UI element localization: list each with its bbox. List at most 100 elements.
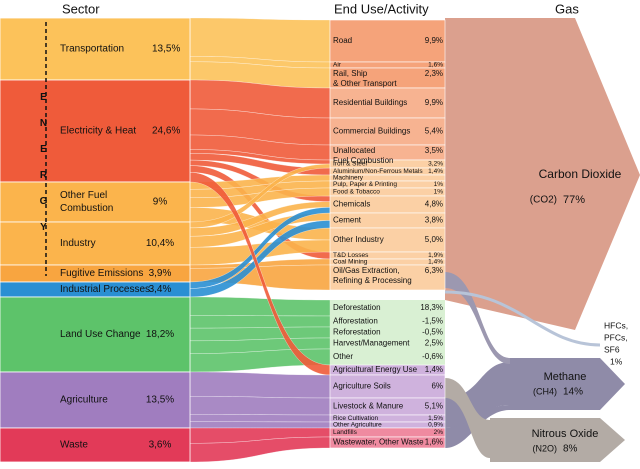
end-use-value: 3,2%	[428, 161, 443, 168]
end-use-value: 1,6%	[425, 438, 443, 447]
end-use-value: 5,4%	[425, 127, 443, 136]
nodes	[0, 17, 446, 463]
fgas-label: PFCs,	[604, 332, 628, 342]
end-use-value: 1,4%	[428, 259, 443, 266]
sector-label: Fugitive Emissions	[60, 268, 143, 279]
end-use-label: Iron & Steel	[333, 161, 368, 168]
end-use-label: Pulp, Paper & Printing	[333, 181, 397, 188]
sector-node	[0, 427, 191, 463]
flow	[189, 396, 331, 416]
sector-label: Agriculture	[60, 395, 108, 406]
gas-name: Nitrous Oxide	[532, 428, 599, 440]
gas-formula: (CO2)	[530, 195, 557, 206]
end-use-label: Food & Tobacco	[333, 189, 380, 196]
labels: Transportation 13,5% Electricity & Heat 24,…	[60, 36, 628, 455]
header-sector: Sector	[62, 1, 100, 16]
header-gas: Gas	[555, 1, 579, 16]
end-use-value: 9,9%	[425, 36, 443, 45]
flow	[189, 17, 331, 63]
end-use-value: 5,1%	[425, 402, 443, 411]
end-use-label: Road	[333, 36, 352, 45]
gas-name: Methane	[544, 371, 587, 383]
sector-value: 18,2%	[146, 329, 174, 340]
end-use-node	[329, 87, 446, 119]
end-use-value: 1%	[434, 189, 444, 196]
end-use-value: 6,3%	[425, 266, 443, 275]
sector-node	[0, 17, 191, 81]
end-use-node	[330, 316, 445, 327]
end-use-label: Deforestation	[333, 303, 381, 312]
n2o-arrow	[490, 418, 625, 462]
end-use-node	[329, 436, 446, 449]
end-use-value: 18,3%	[420, 303, 443, 312]
fgas-label: HFCs,	[604, 320, 628, 330]
end-use-value: -0,6%	[422, 352, 443, 361]
end-use-label: Landfills	[333, 429, 358, 436]
gas-value: 14%	[563, 387, 583, 398]
end-use-label: Reforestation	[333, 328, 381, 337]
end-use-value: 2,5%	[425, 339, 443, 348]
end-use-value: 6%	[431, 382, 443, 391]
end-use-label: Agriculture Soils	[333, 382, 391, 391]
end-use-label: Other Industry	[333, 235, 384, 244]
end-use-value: 2%	[434, 429, 444, 436]
flow	[189, 371, 331, 399]
fgas-value: 1%	[610, 356, 623, 366]
end-use-label: Agricultural Energy Use	[333, 365, 418, 374]
end-use-label: Commercial Buildings	[333, 127, 410, 136]
sector-value: 24,6%	[152, 126, 180, 137]
end-use-node	[330, 349, 445, 365]
end-use-label: Fuel Combustion	[333, 156, 393, 165]
end-use-label: Air	[333, 62, 342, 69]
end-use-node	[329, 117, 446, 146]
end-use-label: Coal Mining	[333, 259, 368, 266]
end-use-label: Rail, Ship	[333, 69, 368, 78]
sector-node	[0, 79, 191, 183]
gas-formula: (CH4)	[533, 386, 557, 396]
end-use-value: 1,4%	[425, 365, 443, 374]
flows	[189, 17, 640, 463]
end-use-label: Refining & Processing	[333, 276, 412, 285]
flow	[189, 296, 331, 317]
end-use-value: 1,9%	[428, 252, 443, 259]
fgas-flow	[444, 290, 601, 347]
gas-formula: (N2O)	[533, 443, 558, 453]
sector-node	[0, 296, 191, 373]
end-use-label: Rice Cultivation	[333, 415, 379, 422]
end-use-node	[329, 19, 446, 63]
flow	[189, 315, 331, 329]
sector-value: 3,6%	[149, 440, 172, 451]
end-use-label: Residential Buildings	[333, 98, 407, 107]
end-use-value: -0,5%	[422, 328, 443, 337]
sector-node	[0, 371, 191, 429]
sector-label: Waste	[60, 440, 88, 451]
end-use-value: 1,4%	[428, 168, 443, 175]
sector-value: 9%	[153, 197, 168, 208]
header-end-use: End Use/Activity	[334, 1, 429, 16]
end-use-node	[329, 264, 446, 291]
end-use-label: Livestock & Manure	[333, 402, 404, 411]
end-use-label: Other	[333, 352, 353, 361]
sector-value: 13,5%	[152, 44, 180, 55]
end-use-value: 3,5%	[425, 146, 443, 155]
gas-flow	[445, 362, 510, 428]
sector-label: Transportation	[60, 44, 124, 55]
flow	[189, 421, 331, 429]
sector-value: 3,4%	[149, 284, 172, 295]
end-use-label: Wastewater, Other Waste	[333, 438, 424, 447]
gas-name: Carbon Dioxide	[539, 167, 622, 181]
end-use-label: Cement	[333, 216, 362, 225]
end-use-node	[330, 338, 445, 349]
end-use-value: 1,5%	[428, 415, 443, 422]
sector-value: 13,5%	[146, 395, 174, 406]
fgas-label: SF6	[604, 344, 620, 354]
end-use-value: 9,9%	[425, 98, 443, 107]
end-use-value: 5,0%	[425, 235, 443, 244]
end-use-value: 1,6%	[428, 62, 443, 69]
sector-label: Other Fuel	[60, 190, 107, 201]
sector-label: Combustion	[60, 203, 113, 214]
end-use-value: 3,8%	[425, 216, 443, 225]
sector-node	[0, 221, 191, 266]
sector-label: Industry	[60, 238, 96, 249]
methane-arrow	[510, 358, 625, 410]
